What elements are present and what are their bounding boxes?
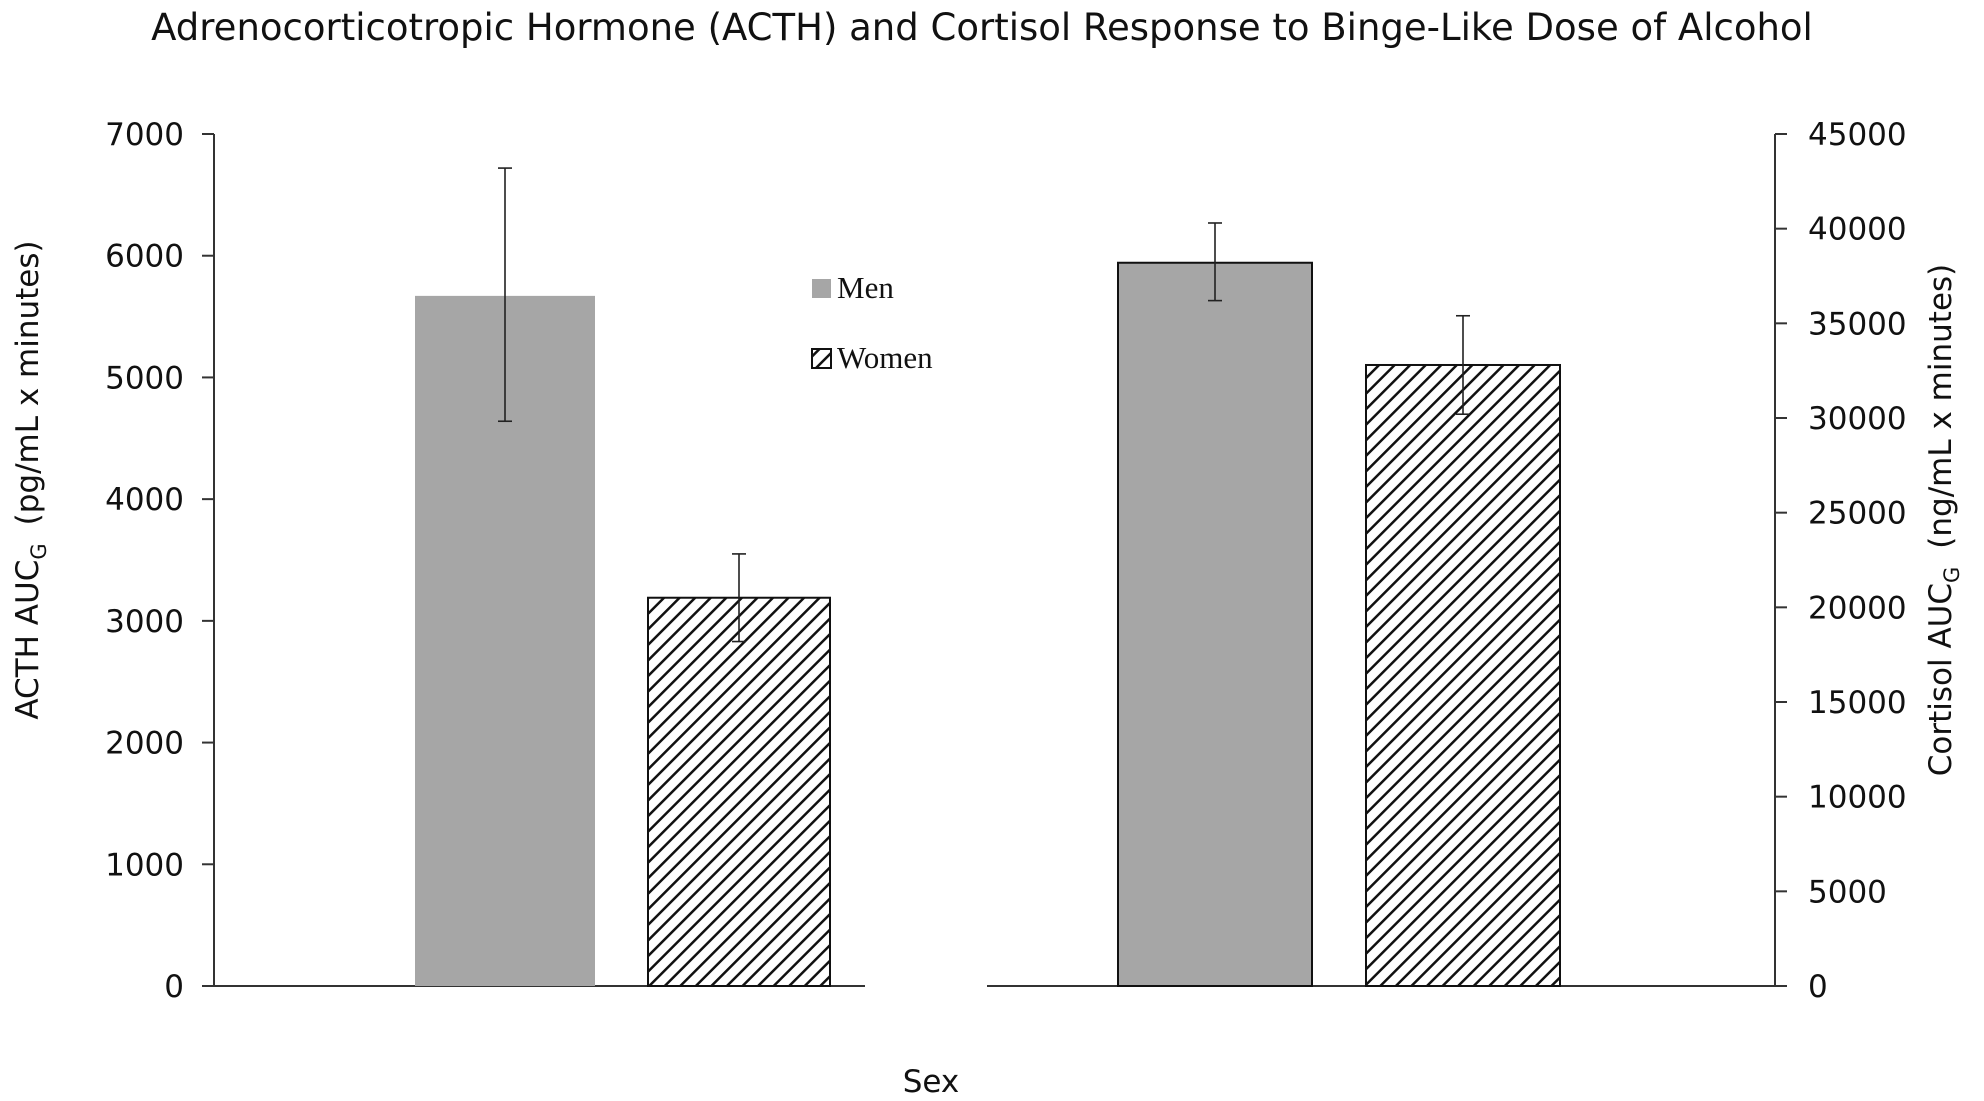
right-axis-title: Cortisol AUCG (ng/mL x minutes) xyxy=(1923,264,1964,777)
right-axis-tick-label: 35000 xyxy=(1808,306,1907,342)
right-axis-tick-label: 15000 xyxy=(1808,685,1907,721)
chart-title: Adrenocorticotropic Hormone (ACTH) and C… xyxy=(151,6,1813,49)
right-axis-tick-label: 25000 xyxy=(1808,496,1907,532)
bar-cortisol-women xyxy=(1365,363,1561,987)
errorbar-cortisol-men xyxy=(1208,222,1222,302)
legend-label-men: Men xyxy=(837,270,894,305)
errorbar-acth-women xyxy=(732,553,746,643)
axes: 0 1000 2000 3000 4000 5000 6000 7000 0 5000 10000 1… xyxy=(105,117,1907,1005)
bars xyxy=(415,261,1561,988)
errorbar-cortisol-women xyxy=(1456,314,1470,416)
right-axis-tick-label: 30000 xyxy=(1808,401,1907,437)
x-axis-title: Sex xyxy=(903,1064,960,1100)
left-axis-tick-label: 7000 xyxy=(105,117,184,153)
right-axis-tick-label: 10000 xyxy=(1808,780,1907,816)
left-axis-title: ACTH AUCG (pg/mL x minutes) xyxy=(10,240,51,719)
legend-label-women: Women xyxy=(837,340,933,375)
right-axis-label-sub: G xyxy=(1940,567,1964,583)
right-axis-tick-label: 45000 xyxy=(1808,117,1907,153)
errorbar-acth-men xyxy=(498,167,512,423)
bar-cortisol-men xyxy=(1117,261,1313,988)
left-axis-tick-label: 0 xyxy=(164,969,184,1005)
left-axis-tick-label: 3000 xyxy=(105,604,184,640)
legend: Men Women xyxy=(811,270,933,375)
right-axis-label-units: (ng/mL x minutes) xyxy=(1923,264,1959,549)
legend-swatch-women xyxy=(811,348,832,369)
left-axis-label-sub: G xyxy=(27,543,51,559)
left-axis-tick-label: 6000 xyxy=(105,239,184,275)
legend-swatch-men xyxy=(812,279,831,298)
bar-acth-women xyxy=(647,596,831,988)
right-axis-tick-label: 40000 xyxy=(1808,212,1907,248)
error-bars xyxy=(498,167,1470,643)
left-axis-label-main: ACTH AUC xyxy=(10,560,46,720)
left-axis-label-units: (pg/mL x minutes) xyxy=(10,240,46,525)
right-axis-tick-label: 20000 xyxy=(1808,590,1907,626)
right-axis-label-main: Cortisol AUC xyxy=(1923,583,1959,776)
left-axis-tick-label: 5000 xyxy=(105,360,184,396)
left-axis-tick-label: 2000 xyxy=(105,726,184,762)
left-axis-tick-label: 4000 xyxy=(105,482,184,518)
left-axis-tick-label: 1000 xyxy=(105,847,184,883)
right-axis-tick-label: 5000 xyxy=(1808,874,1887,910)
right-axis-tick-label: 0 xyxy=(1808,969,1828,1005)
